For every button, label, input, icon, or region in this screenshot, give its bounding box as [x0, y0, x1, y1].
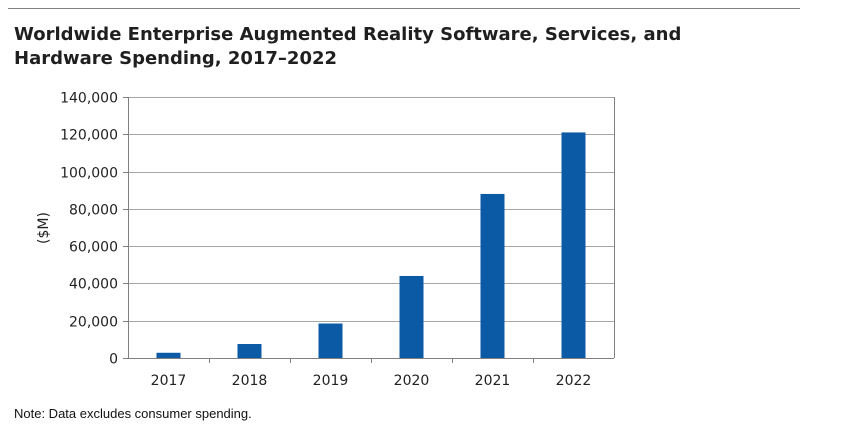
bar — [480, 193, 505, 358]
y-tick-label: 60,000 — [69, 240, 118, 256]
x-tick-label: 2021 — [475, 373, 511, 389]
y-axis-label: ($M) — [36, 212, 52, 244]
x-tick-label: 2019 — [313, 373, 349, 389]
chart-title: Worldwide Enterprise Augmented Reality S… — [14, 24, 682, 69]
gridlines — [128, 97, 614, 322]
bar — [156, 352, 181, 358]
axes — [123, 97, 615, 363]
bars — [156, 132, 586, 358]
y-tick-label: 80,000 — [69, 203, 118, 219]
x-tick-label: 2020 — [394, 373, 430, 389]
x-tick-label: 2017 — [151, 373, 187, 389]
tick-labels: 0 20,000 40,000 60,000 80,000 100,000 120,000 1… — [60, 91, 591, 390]
y-tick-label: 20,000 — [69, 315, 118, 331]
bar — [318, 323, 343, 358]
bar — [561, 132, 586, 358]
bar — [237, 344, 262, 358]
y-tick-label: 100,000 — [60, 166, 118, 182]
top-divider — [8, 8, 800, 9]
y-tick-label: 140,000 — [60, 91, 118, 107]
y-tick-label: 40,000 — [69, 277, 118, 293]
bar — [399, 275, 424, 358]
x-tick-label: 2022 — [556, 373, 592, 389]
y-tick-label: 0 — [109, 352, 118, 368]
footnote: Note: Data excludes consumer spending. — [14, 406, 252, 421]
y-tick-label: 120,000 — [60, 128, 118, 144]
x-tick-label: 2018 — [232, 373, 268, 389]
